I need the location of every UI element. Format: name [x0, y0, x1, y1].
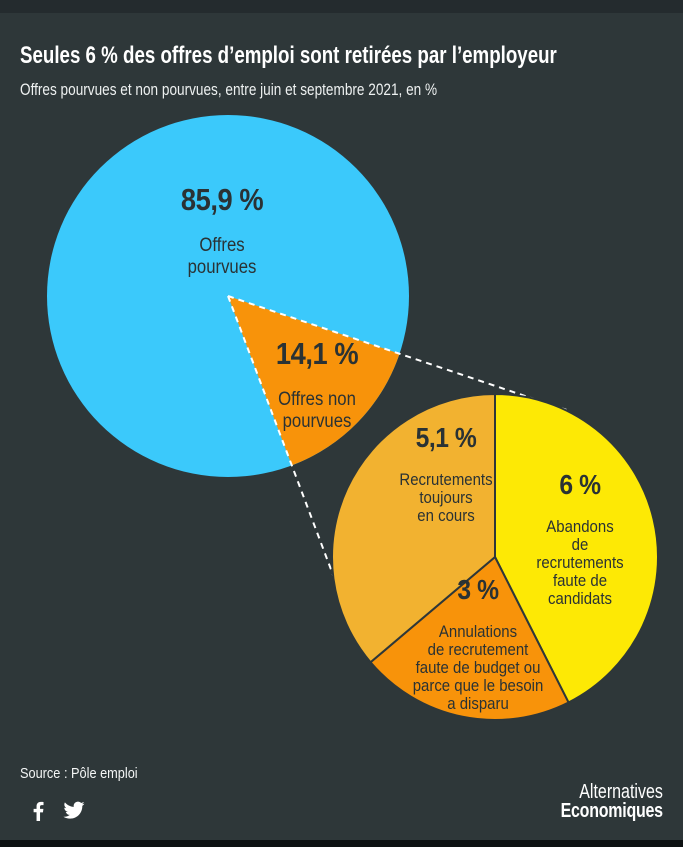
value-offres-pourvues: 85,9 %	[180, 182, 264, 217]
small-pie-slice-2	[331, 393, 496, 664]
big-pie-slice-offres-non-pourvues	[228, 296, 400, 466]
label-annulations: 3 % Annulations de recrutement faute de …	[413, 557, 544, 731]
value-offres-non-pourvues: 14,1 %	[275, 336, 359, 371]
text-abandons: Abandons de recrutements faute de candid…	[536, 517, 624, 608]
bottom-bar	[0, 840, 683, 847]
page-subtitle: Offres pourvues et non pourvues, entre j…	[20, 80, 438, 99]
text-offres-non-pourvues: Offres non pourvues	[278, 389, 356, 432]
logo-line-1: Alternatives	[579, 781, 663, 803]
value-annulations: 3 %	[457, 574, 499, 605]
text-annulations: Annulations de recrutement faute de budg…	[412, 622, 544, 713]
facebook-icon[interactable]	[27, 799, 50, 822]
small-pie-slice-1	[369, 556, 570, 721]
top-strip	[0, 0, 683, 13]
label-recrutements-en-cours: 5,1 % Recrutements toujours en cours	[399, 405, 492, 543]
page-title: Seules 6 % des offres d’emploi sont reti…	[20, 42, 557, 70]
zoom-callout-line	[227, 295, 353, 625]
text-offres-pourvues: Offres pourvues	[187, 235, 257, 278]
small-pie-slice-0	[494, 393, 659, 704]
twitter-icon[interactable]	[62, 799, 85, 822]
social-share	[27, 799, 85, 822]
value-recrutements-en-cours: 5,1 %	[415, 422, 477, 453]
value-abandons: 6 %	[559, 469, 601, 500]
label-offres-pourvues: 85,9 % Offres pourvues	[180, 165, 264, 297]
source-credit: Source : Pôle emploi	[20, 765, 138, 782]
label-offres-non-pourvues: 14,1 % Offres non pourvues	[275, 319, 359, 451]
publisher-logo: Alternatives Economiques	[535, 781, 664, 822]
text-recrutements-en-cours: Recrutements toujours en cours	[399, 470, 493, 525]
label-abandons: 6 % Abandons de recrutements faute de ca…	[535, 452, 626, 626]
zoom-callout-line	[227, 295, 567, 411]
logo-line-2: Economiques	[560, 800, 664, 822]
